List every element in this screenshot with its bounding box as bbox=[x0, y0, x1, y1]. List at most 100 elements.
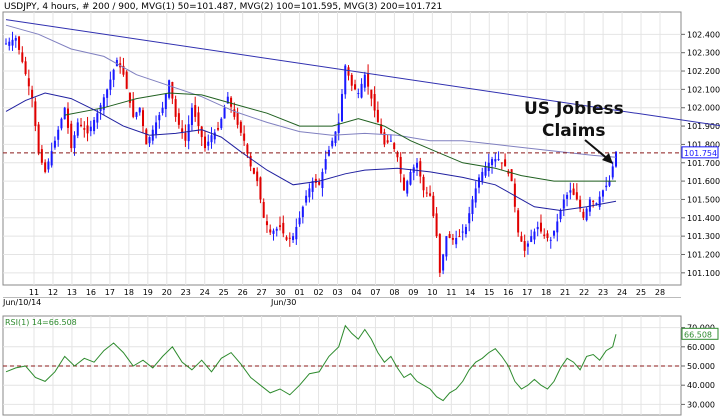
rsi-tick-label: 40.000 bbox=[687, 381, 715, 390]
date-tick-label: 23 bbox=[598, 288, 608, 297]
candle-body bbox=[226, 96, 229, 104]
candle-body bbox=[66, 108, 69, 128]
price-tick-label: 102.300 bbox=[687, 49, 720, 58]
candle-body bbox=[132, 99, 135, 117]
date-tick-label: 24 bbox=[200, 288, 210, 297]
candle-body bbox=[155, 122, 158, 135]
date-tick-label: 27 bbox=[257, 288, 267, 297]
candle-body bbox=[416, 162, 419, 168]
date-tick-label: 22 bbox=[579, 288, 589, 297]
candle-body bbox=[89, 126, 92, 132]
date-tick-label: 01 bbox=[294, 288, 304, 297]
candle-body bbox=[80, 124, 83, 127]
date-tick-label: 14 bbox=[465, 288, 475, 297]
price-tick-label: 101.900 bbox=[687, 122, 720, 131]
candle-body bbox=[575, 192, 578, 200]
candle-body bbox=[18, 36, 21, 50]
date-tick-label: 16 bbox=[503, 288, 513, 297]
candle-body bbox=[256, 171, 259, 182]
candle-body bbox=[354, 84, 357, 90]
candle-body bbox=[4, 43, 8, 45]
candle-body bbox=[445, 236, 448, 257]
candle-body bbox=[171, 82, 174, 99]
candle-body bbox=[243, 133, 246, 141]
price-gridlines bbox=[3, 12, 681, 415]
candle-body bbox=[425, 192, 428, 194]
date-tick-label: 11 bbox=[446, 288, 456, 297]
candle-body bbox=[83, 128, 86, 130]
candle-body bbox=[481, 171, 484, 182]
candle-body bbox=[605, 185, 608, 188]
candle-body bbox=[50, 151, 53, 166]
trendline-layer bbox=[5, 19, 720, 127]
candle-body bbox=[386, 140, 389, 143]
candle-body bbox=[223, 107, 226, 119]
price-panel bbox=[2, 11, 682, 286]
candle-body bbox=[109, 79, 112, 90]
candle-body bbox=[233, 109, 236, 117]
date-tick-label: 11 bbox=[29, 288, 39, 297]
candle-body bbox=[464, 226, 467, 235]
candle-body bbox=[367, 73, 370, 87]
candle-body bbox=[285, 237, 288, 240]
date-tick-label: 17 bbox=[105, 288, 115, 297]
annotation-arrow-shaft bbox=[584, 139, 610, 161]
candle-body bbox=[292, 236, 295, 241]
date-tick-label: 28 bbox=[655, 288, 665, 297]
candle-body bbox=[31, 89, 34, 99]
candle-body bbox=[451, 238, 454, 240]
candle-body bbox=[357, 93, 360, 95]
candle-body bbox=[383, 132, 386, 145]
candle-body bbox=[295, 226, 298, 240]
candle-body bbox=[125, 71, 128, 89]
candle-body bbox=[569, 190, 572, 193]
candle-body bbox=[301, 206, 304, 218]
candle-body bbox=[210, 135, 213, 143]
candle-body bbox=[220, 118, 223, 129]
rsi-tick-label: 50.000 bbox=[687, 362, 715, 371]
candle-body bbox=[308, 188, 311, 198]
ma200-line bbox=[5, 24, 617, 158]
price-tick-label: 101.500 bbox=[687, 195, 720, 204]
rsi-current-badge: 66.508 bbox=[681, 327, 719, 340]
annotation-line1: US Jobless bbox=[524, 99, 624, 119]
date-tick-label: 04 bbox=[351, 288, 361, 297]
candle-body bbox=[135, 112, 138, 117]
price-tick-label: 101.300 bbox=[687, 232, 720, 241]
date-tick-label: 03 bbox=[332, 288, 342, 297]
candle-body bbox=[128, 92, 131, 103]
candle-body bbox=[288, 237, 291, 239]
candle-body bbox=[572, 188, 575, 195]
candle-body bbox=[491, 159, 494, 166]
candle-body bbox=[546, 233, 549, 238]
candle-body bbox=[239, 121, 242, 133]
candle-body bbox=[252, 167, 255, 174]
candle-body bbox=[350, 74, 353, 86]
date-tick-label: 13 bbox=[67, 288, 77, 297]
candle-body bbox=[76, 122, 79, 136]
date-tick-label: 17 bbox=[522, 288, 532, 297]
date-x-axis: 11 12 13 16 17 18 19 20 23 24 25 26 27 30 01 02 03 04 07 08… bbox=[29, 288, 665, 297]
candle-body bbox=[500, 162, 503, 164]
symbol: USDJPY bbox=[4, 2, 37, 12]
candle-body bbox=[559, 210, 562, 220]
candle-body bbox=[331, 140, 334, 147]
header-info: , 4 hours, # 200 / 900, MVG(1) 50=101.48… bbox=[37, 2, 443, 12]
candle-body bbox=[373, 94, 376, 111]
candle-body bbox=[93, 119, 96, 132]
candle-body bbox=[203, 136, 206, 149]
candle-body bbox=[611, 166, 614, 178]
date-tick-label: 07 bbox=[370, 288, 380, 297]
price-tick-label: 102.200 bbox=[687, 67, 720, 76]
candle-body bbox=[207, 141, 210, 146]
rsi-line bbox=[5, 324, 617, 402]
candle-body bbox=[37, 124, 40, 154]
candle-body bbox=[168, 80, 171, 98]
candle-body bbox=[601, 190, 604, 197]
candle-body bbox=[504, 159, 507, 167]
candle-body bbox=[86, 125, 89, 134]
candle-body bbox=[112, 69, 115, 80]
candle-body bbox=[347, 67, 350, 76]
rsi-series bbox=[3, 324, 681, 402]
